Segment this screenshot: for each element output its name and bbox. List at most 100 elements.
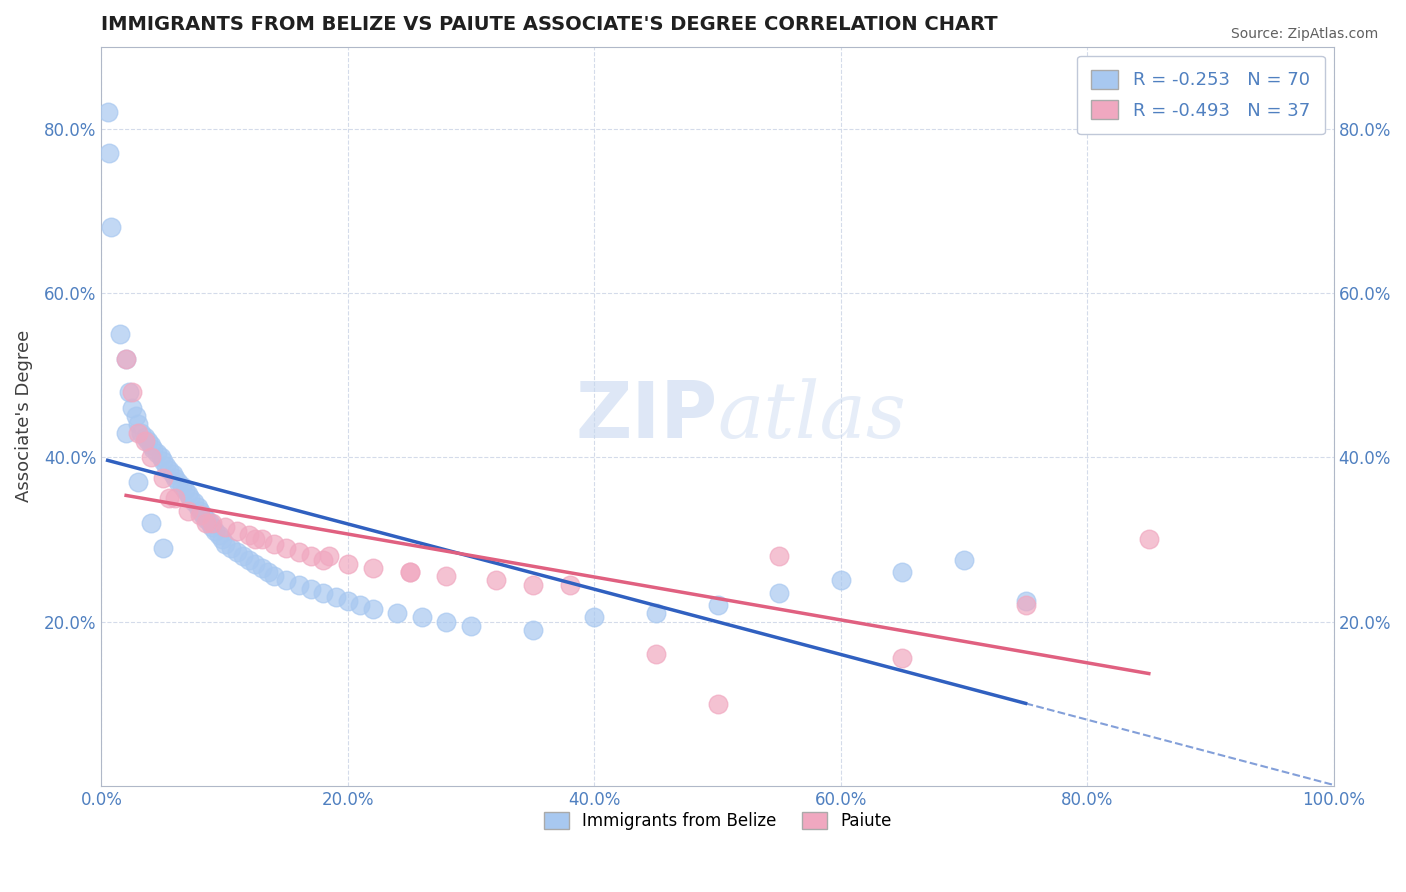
Point [157, 491, 180, 506]
Point [165, 471, 187, 485]
Point [226, 545, 249, 559]
Y-axis label: Associate's Degree: Associate's Degree [15, 330, 32, 502]
Point [276, 574, 298, 588]
Point [245, 533, 267, 547]
Point [136, 434, 159, 448]
Point [146, 446, 169, 460]
Point [318, 549, 340, 563]
Point [349, 598, 371, 612]
Point [312, 553, 335, 567]
Point [139, 438, 162, 452]
Point [134, 434, 156, 448]
Point [191, 508, 214, 522]
Point [195, 512, 218, 526]
Point [250, 561, 273, 575]
Point [436, 615, 458, 629]
Point [411, 610, 433, 624]
Point [522, 577, 544, 591]
Point [361, 602, 384, 616]
Point [398, 566, 420, 580]
Point [299, 582, 322, 596]
Point [299, 549, 322, 563]
Point [325, 590, 347, 604]
Point [398, 566, 420, 580]
Point [485, 574, 508, 588]
Point [117, 384, 139, 399]
Point [768, 549, 790, 563]
Point [953, 553, 976, 567]
Point [174, 483, 197, 497]
Point [142, 442, 165, 456]
Point [214, 536, 236, 550]
Point [170, 479, 193, 493]
Text: atlas: atlas [717, 378, 907, 454]
Point [287, 545, 309, 559]
Point [768, 586, 790, 600]
Point [201, 520, 224, 534]
Point [263, 569, 285, 583]
Point [645, 648, 668, 662]
Point [152, 454, 174, 468]
Point [127, 417, 149, 432]
Point [188, 508, 211, 522]
Point [245, 557, 267, 571]
Point [179, 491, 201, 506]
Point [155, 458, 177, 473]
Point [287, 577, 309, 591]
Point [157, 462, 180, 476]
Point [238, 553, 260, 567]
Point [219, 541, 242, 555]
Point [558, 577, 581, 591]
Point [125, 409, 148, 424]
Point [127, 425, 149, 440]
Point [706, 598, 728, 612]
Point [162, 467, 184, 481]
Text: ZIP: ZIP [575, 378, 717, 454]
Point [211, 533, 233, 547]
Point [256, 566, 278, 580]
Point [183, 495, 205, 509]
Point [187, 500, 209, 514]
Point [1137, 533, 1160, 547]
Point [706, 697, 728, 711]
Point [195, 516, 218, 530]
Point [207, 528, 229, 542]
Point [177, 503, 200, 517]
Point [385, 607, 408, 621]
Point [460, 618, 482, 632]
Point [336, 594, 359, 608]
Point [100, 220, 122, 235]
Point [121, 401, 143, 415]
Point [139, 450, 162, 465]
Point [891, 651, 914, 665]
Point [250, 533, 273, 547]
Text: Source: ZipAtlas.com: Source: ZipAtlas.com [1230, 27, 1378, 41]
Point [127, 475, 149, 489]
Point [134, 430, 156, 444]
Point [115, 351, 138, 366]
Point [276, 541, 298, 555]
Point [165, 491, 187, 506]
Point [830, 574, 852, 588]
Point [152, 541, 174, 555]
Point [115, 425, 138, 440]
Point [1014, 594, 1036, 608]
Point [204, 524, 226, 539]
Point [167, 475, 190, 489]
Point [336, 557, 359, 571]
Legend: Immigrants from Belize, Paiute: Immigrants from Belize, Paiute [537, 805, 898, 837]
Point [201, 516, 224, 530]
Point [129, 425, 152, 440]
Point [108, 327, 131, 342]
Point [149, 450, 172, 465]
Point [361, 561, 384, 575]
Point [152, 471, 174, 485]
Point [522, 623, 544, 637]
Point [226, 524, 249, 539]
Point [188, 503, 211, 517]
Point [97, 105, 120, 120]
Point [1014, 598, 1036, 612]
Point [232, 549, 254, 563]
Point [583, 610, 606, 624]
Point [177, 487, 200, 501]
